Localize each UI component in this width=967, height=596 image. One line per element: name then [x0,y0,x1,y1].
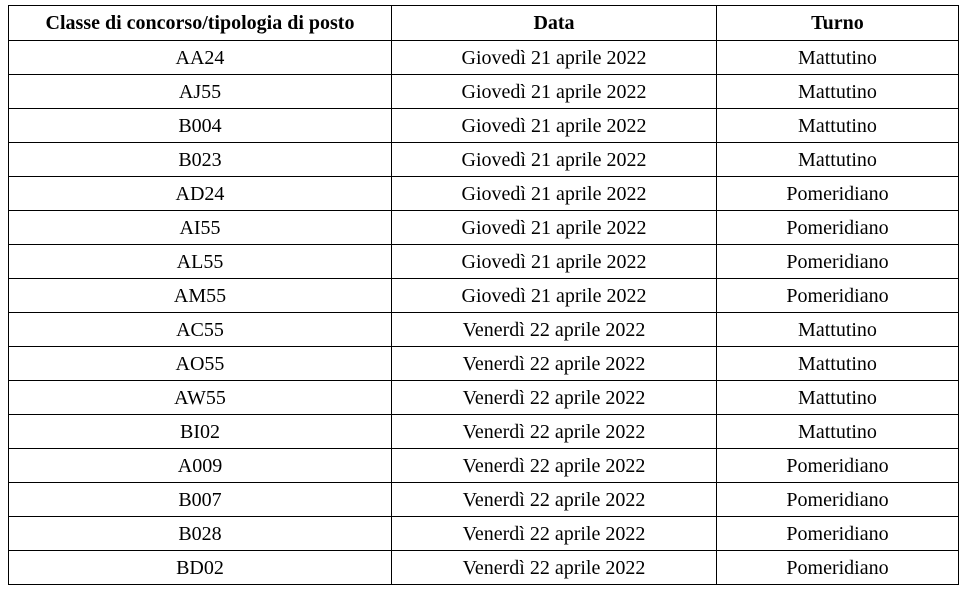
table-cell: Giovedì 21 aprile 2022 [391,142,717,177]
table-row: AI55 Giovedì 21 aprile 2022 Pomeridiano [8,210,959,245]
table-row: AA24 Giovedì 21 aprile 2022 Mattutino [8,40,959,75]
table-row: A009 Venerdì 22 aprile 2022 Pomeridiano [8,448,959,483]
table-cell: Mattutino [716,40,959,75]
table-cell: Mattutino [716,74,959,109]
table-cell: AJ55 [8,74,392,109]
table-cell: Giovedì 21 aprile 2022 [391,278,717,313]
table-cell: AD24 [8,176,392,211]
table-cell: Venerdì 22 aprile 2022 [391,346,717,381]
table-cell: Pomeridiano [716,550,959,585]
table-cell: B007 [8,482,392,517]
table-cell: Pomeridiano [716,210,959,245]
table-cell: Giovedì 21 aprile 2022 [391,210,717,245]
header-cell: Classe di concorso/tipologia di posto [8,5,392,41]
table-cell: Mattutino [716,346,959,381]
table-cell: AA24 [8,40,392,75]
table-row: AM55 Giovedì 21 aprile 2022 Pomeridiano [8,278,959,313]
table-row: B028 Venerdì 22 aprile 2022 Pomeridiano [8,516,959,551]
table-cell: Venerdì 22 aprile 2022 [391,482,717,517]
table-cell: Venerdì 22 aprile 2022 [391,312,717,347]
table-cell: AI55 [8,210,392,245]
table-cell: B023 [8,142,392,177]
header-cell: Data [391,5,717,41]
table-cell: BD02 [8,550,392,585]
table-cell: Pomeridiano [716,176,959,211]
table-cell: Venerdì 22 aprile 2022 [391,448,717,483]
table-cell: Mattutino [716,312,959,347]
table-cell: B004 [8,108,392,143]
table-row: BD02 Venerdì 22 aprile 2022 Pomeridiano [8,550,959,585]
table-cell: Pomeridiano [716,482,959,517]
table-cell: Venerdì 22 aprile 2022 [391,550,717,585]
table-header: Classe di concorso/tipologia di posto Dat… [8,5,959,41]
schedule-table: Classe di concorso/tipologia di posto Dat… [8,5,959,585]
table-row: AO55 Venerdì 22 aprile 2022 Mattutino [8,346,959,381]
table-cell: B028 [8,516,392,551]
table-cell: AM55 [8,278,392,313]
table-cell: Venerdì 22 aprile 2022 [391,414,717,449]
table-cell: AW55 [8,380,392,415]
table-cell: Pomeridiano [716,278,959,313]
table-cell: Giovedì 21 aprile 2022 [391,74,717,109]
table-cell: Pomeridiano [716,516,959,551]
table-cell: Mattutino [716,380,959,415]
table-cell: Venerdì 22 aprile 2022 [391,516,717,551]
table-cell: Mattutino [716,108,959,143]
table-cell: Mattutino [716,142,959,177]
table-row: BI02 Venerdì 22 aprile 2022 Mattutino [8,414,959,449]
table-cell: BI02 [8,414,392,449]
header-cell: Turno [716,5,959,41]
table-cell: Pomeridiano [716,448,959,483]
table-row: AW55 Venerdì 22 aprile 2022 Mattutino [8,380,959,415]
table-cell: Pomeridiano [716,244,959,279]
table-row: B004 Giovedì 21 aprile 2022 Mattutino [8,108,959,143]
table-cell: Giovedì 21 aprile 2022 [391,108,717,143]
header-row: Classe di concorso/tipologia di posto Dat… [8,5,959,41]
table-cell: AO55 [8,346,392,381]
table-row: B007 Venerdì 22 aprile 2022 Pomeridiano [8,482,959,517]
table-body: AA24 Giovedì 21 aprile 2022 Mattutino AJ55 G… [8,40,959,585]
table-cell: A009 [8,448,392,483]
table-cell: AL55 [8,244,392,279]
table-row: B023 Giovedì 21 aprile 2022 Mattutino [8,142,959,177]
table-row: AL55 Giovedì 21 aprile 2022 Pomeridiano [8,244,959,279]
table-cell: Venerdì 22 aprile 2022 [391,380,717,415]
table-cell: AC55 [8,312,392,347]
table-row: AD24 Giovedì 21 aprile 2022 Pomeridiano [8,176,959,211]
table-cell: Giovedì 21 aprile 2022 [391,176,717,211]
table-cell: Mattutino [716,414,959,449]
table-cell: Giovedì 21 aprile 2022 [391,40,717,75]
table-cell: Giovedì 21 aprile 2022 [391,244,717,279]
table-row: AJ55 Giovedì 21 aprile 2022 Mattutino [8,74,959,109]
table-row: AC55 Venerdì 22 aprile 2022 Mattutino [8,312,959,347]
